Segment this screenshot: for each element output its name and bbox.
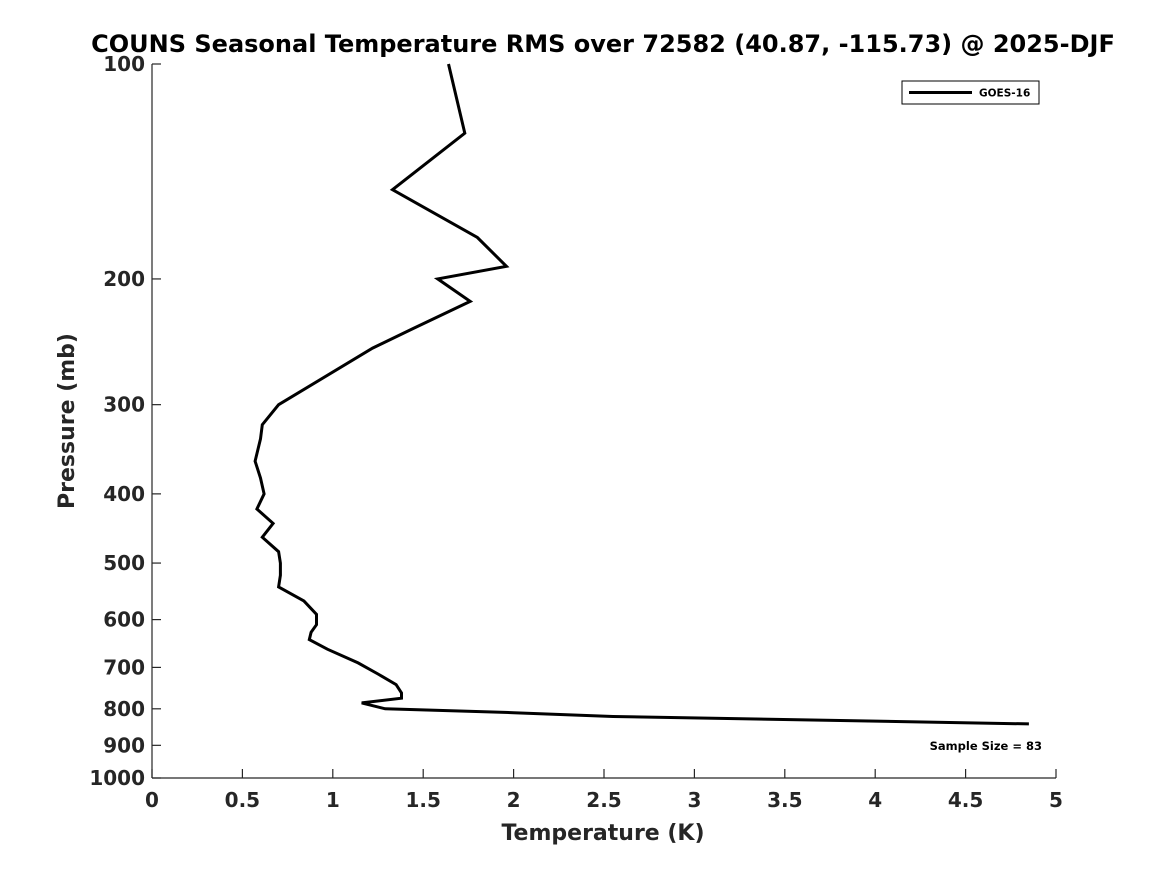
y-tick-label: 900: [103, 733, 145, 757]
legend: GOES-16: [901, 80, 1040, 105]
x-tick-label: 0.5: [225, 788, 260, 812]
x-axis: 0 0.5 1 1.5 2 2.5 3 3.5 4 4.5 5: [145, 769, 1063, 812]
y-tick-label: 800: [103, 697, 145, 721]
x-tick-label: 0: [145, 788, 159, 812]
y-axis: 100 200 300 400 500 600 700 800 900 1000: [89, 52, 161, 790]
legend-label-goes-16: GOES-16: [979, 88, 1030, 100]
y-tick-label: 100: [103, 52, 145, 76]
y-tick-label: 600: [103, 608, 145, 632]
x-tick-label: 1: [326, 788, 340, 812]
x-tick-label: 3: [687, 788, 701, 812]
series-layer: [253, 63, 1029, 726]
y-tick-label: 500: [103, 551, 145, 575]
y-tick-label: 700: [103, 655, 145, 679]
x-axis-label: Temperature (K): [501, 821, 704, 846]
y-tick-label: 1000: [89, 766, 145, 790]
y-tick-label: 200: [103, 267, 145, 291]
series-line-goes-16: [253, 63, 1029, 726]
x-tick-label: 1.5: [405, 788, 440, 812]
x-tick-label: 5: [1049, 788, 1063, 812]
x-tick-label: 2: [507, 788, 521, 812]
chart-title: COUNS Seasonal Temperature RMS over 7258…: [91, 30, 1115, 58]
plot-area: [152, 64, 1056, 778]
x-tick-label: 3.5: [767, 788, 802, 812]
y-tick-label: 400: [103, 482, 145, 506]
y-axis-label: Pressure (mb): [55, 333, 80, 509]
x-tick-label: 4.5: [948, 788, 983, 812]
x-tick-label: 2.5: [586, 788, 621, 812]
y-tick-label: 300: [103, 393, 145, 417]
x-tick-label: 4: [868, 788, 882, 812]
sample-size-annotation: Sample Size = 83: [930, 739, 1042, 753]
